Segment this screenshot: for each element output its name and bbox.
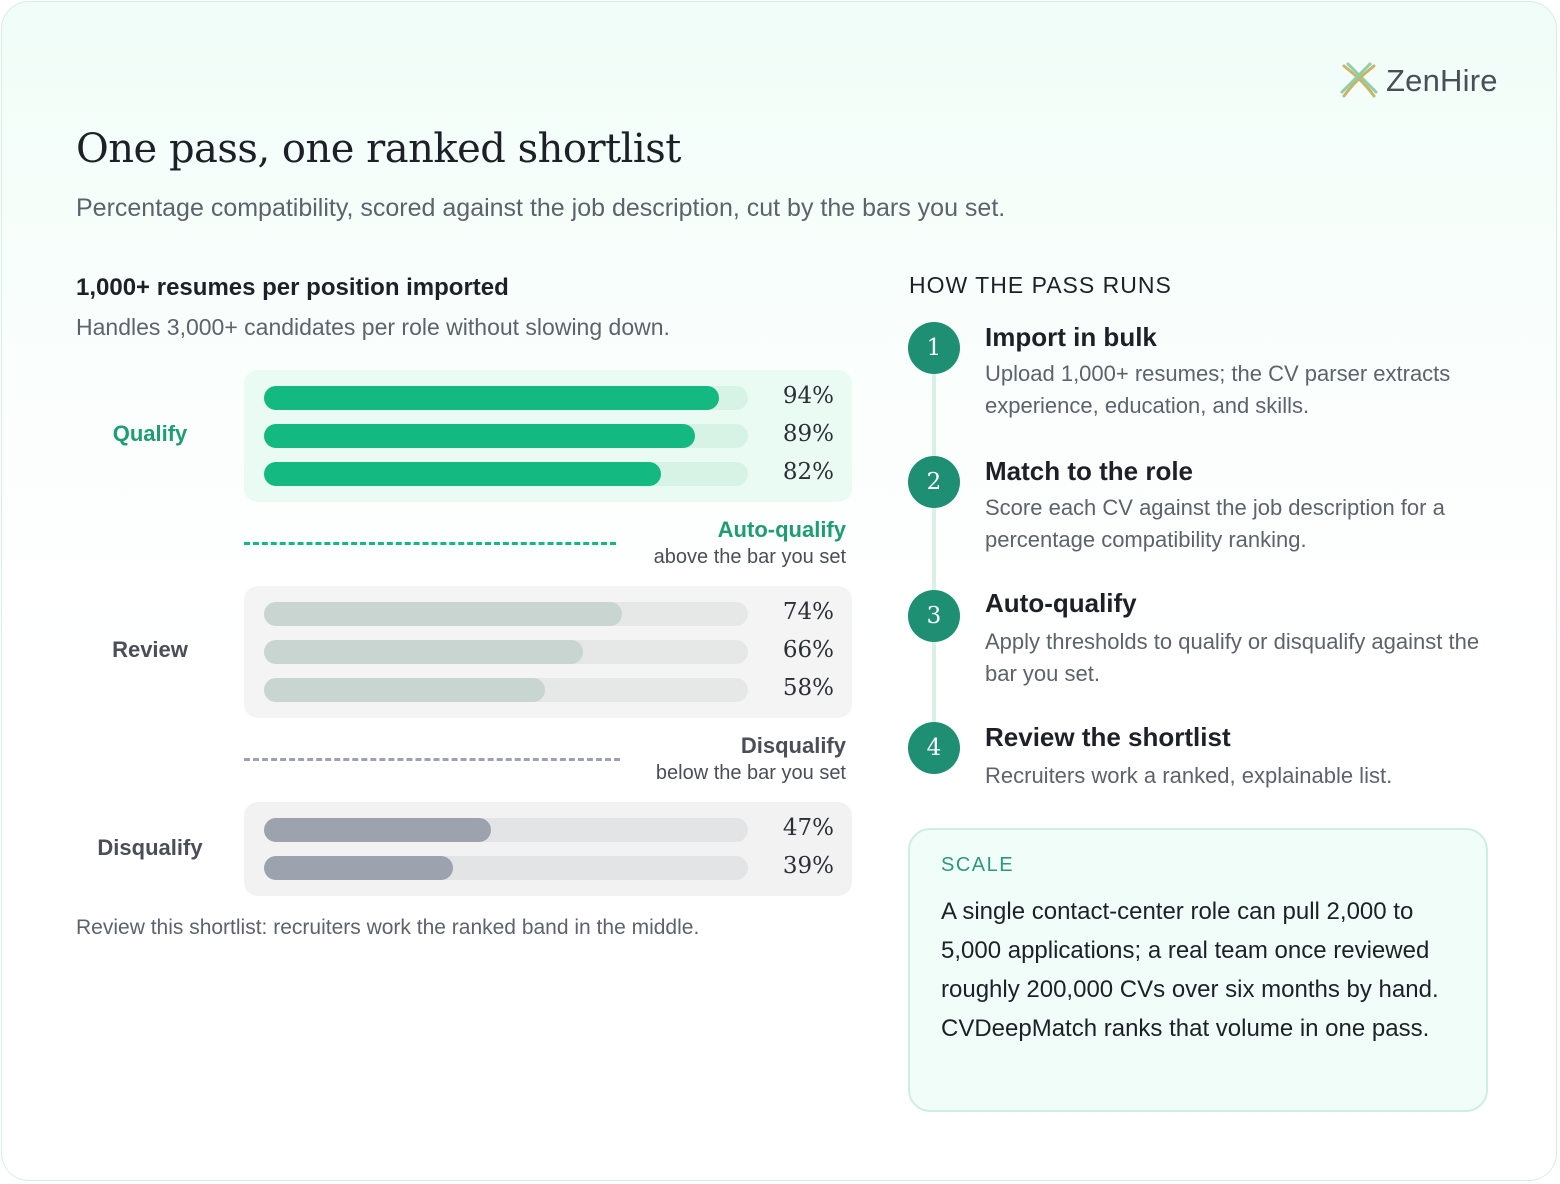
- disqualify-band-label: Disqualify: [97, 835, 203, 860]
- auto-qualify-threshold-sub: above the bar you set: [653, 546, 846, 568]
- score-label: 82%: [782, 459, 834, 485]
- score-bar-track: [264, 602, 748, 626]
- step-number-badge: 2: [908, 456, 960, 508]
- zenhire-logo-icon: [1340, 62, 1378, 98]
- step-title: Match to the role: [985, 456, 1194, 486]
- scale-text: A single contact-center role can pull 2,…: [941, 898, 1439, 1042]
- page-title: One pass, one ranked shortlist: [76, 126, 681, 172]
- step-title: Auto-qualify: [985, 588, 1137, 618]
- step-description: Score each CV against the job descriptio…: [985, 495, 1445, 552]
- score-bar-track: [264, 678, 748, 702]
- step-title: Review the shortlist: [985, 722, 1231, 752]
- score-label: 47%: [782, 815, 834, 841]
- score-bar-fill: [264, 386, 719, 410]
- process-heading: HOW THE PASS RUNS: [909, 272, 1172, 298]
- score-bar-track: [264, 856, 748, 880]
- step-title: Import in bulk: [985, 322, 1157, 352]
- score-bar-track: [264, 462, 748, 486]
- score-label: 66%: [782, 637, 834, 663]
- step-description: Upload 1,000+ resumes; the CV parser ext…: [985, 361, 1451, 418]
- score-bar-fill: [264, 640, 584, 664]
- review-band-label: Review: [112, 637, 188, 662]
- disqualify-threshold-sub: below the bar you set: [655, 762, 846, 784]
- auto-qualify-threshold-line: [244, 542, 616, 545]
- score-bar-fill: [264, 462, 661, 486]
- brand-logo: ZenHire: [1338, 58, 1498, 104]
- score-bar-fill: [264, 856, 453, 880]
- step-number-badge: 3: [908, 590, 960, 642]
- disqualify-threshold-title: Disqualify: [740, 733, 846, 758]
- score-bar-fill: [264, 678, 545, 702]
- score-bar-track: [264, 386, 748, 410]
- score-bar-fill: [264, 602, 623, 626]
- qualify-band-label: Qualify: [112, 421, 188, 446]
- score-bar-track: [264, 818, 748, 842]
- import-heading: 1,000+ resumes per position imported: [76, 274, 509, 301]
- score-bar-fill: [264, 424, 695, 448]
- step-number-badge: 1: [908, 322, 960, 374]
- auto-qualify-threshold-title: Auto-qualify: [717, 517, 846, 542]
- process-timeline: [932, 348, 936, 748]
- scale-label: SCALE: [941, 854, 1015, 876]
- brand-name: ZenHire: [1386, 63, 1498, 98]
- score-label: 39%: [782, 853, 834, 879]
- score-label: 89%: [782, 421, 834, 447]
- score-label: 58%: [782, 675, 834, 701]
- score-bar-track: [264, 424, 748, 448]
- step-number-badge: 4: [908, 722, 960, 774]
- import-subtitle: Handles 3,000+ candidates per role witho…: [76, 314, 670, 340]
- score-bar-track: [264, 640, 748, 664]
- page-subtitle: Percentage compatibility, scored against…: [76, 194, 1006, 222]
- scale-callout: SCALE A single contact-center role can p…: [908, 828, 1488, 1112]
- step-description: Recruiters work a ranked, explainable li…: [985, 763, 1393, 788]
- step-description: Apply thresholds to qualify or disqualif…: [985, 629, 1480, 686]
- shortlist-footnote: Review this shortlist: recruiters work t…: [76, 916, 700, 939]
- score-label: 94%: [782, 383, 834, 409]
- score-label: 74%: [782, 599, 834, 625]
- disqualify-band: [244, 802, 852, 896]
- score-bar-fill: [264, 818, 492, 842]
- disqualify-threshold-line: [244, 758, 620, 761]
